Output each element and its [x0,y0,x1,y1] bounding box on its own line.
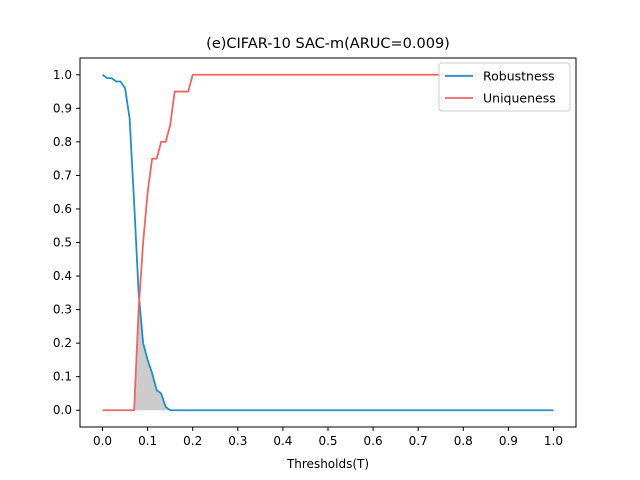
x-tick-label: 1.0 [544,434,563,448]
chart-title: (e)CIFAR-10 SAC-m(ARUC=0.009) [206,36,450,52]
legend-box [438,62,571,112]
y-tick-label: 0.8 [53,135,72,149]
x-tick-label: 0.1 [138,434,157,448]
y-tick-label: 0.7 [53,168,72,182]
y-tick-label: 0.5 [53,236,72,250]
legend-label: Uniqueness [483,91,556,106]
series-line-robustness [102,74,554,412]
series-line-uniqueness [102,73,554,412]
x-tick-label: 0.5 [318,434,337,448]
y-tick-label: 0.0 [53,403,72,417]
y-tick-label: 1.0 [53,68,72,82]
y-tick-label: 0.9 [53,101,72,115]
y-tick-label: 0.3 [53,303,72,317]
x-tick-label: 0.7 [409,434,428,448]
x-tick-label: 0.0 [93,434,112,448]
x-axis-title: Thresholds(T) [286,457,369,471]
x-tick-label: 0.6 [364,434,383,448]
x-tick-label: 0.9 [499,434,518,448]
y-tick-label: 0.6 [53,202,72,216]
y-tick-label: 0.1 [53,370,72,384]
y-ticks: 0.0 0.1 0.2 0.3 0.4 0.5 0.6 0.7 0.8 0.9 1.0 [53,68,80,417]
y-tick-label: 0.4 [53,269,72,283]
overlap-fill-layer [102,305,554,411]
x-tick-label: 0.3 [228,434,247,448]
legend: Robustness Uniqueness [438,62,571,112]
x-tick-label: 0.2 [183,434,202,448]
legend-label: Robustness [483,69,555,84]
x-tick-label: 0.4 [273,434,292,448]
x-tick-label: 0.8 [454,434,473,448]
y-tick-label: 0.2 [53,336,72,350]
series-layer [102,73,554,412]
x-ticks: 0.0 0.1 0.2 0.3 0.4 0.5 0.6 0.7 0.8 0.9 1.0 [93,427,563,448]
overlap-area [102,305,554,411]
